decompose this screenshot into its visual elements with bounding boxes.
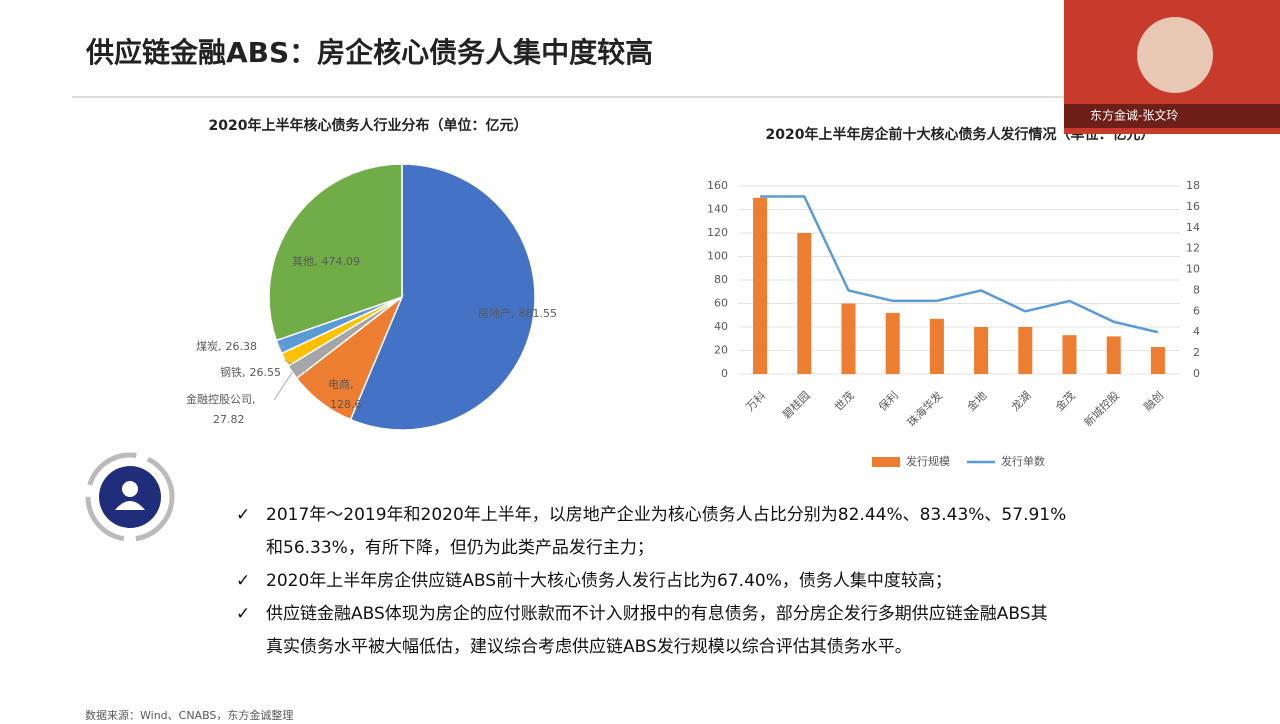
slice-label: 电商, [328,377,354,391]
y-tick-label: 120 [707,226,728,239]
bar [886,313,900,374]
x-tick-label: 金地 [964,388,989,413]
y-tick-label: 0 [721,367,728,380]
slice-category: 钢铁 [220,366,242,379]
bar [842,304,856,375]
check-mark: ✓ [236,571,250,591]
separator: , [511,307,515,320]
y-tick-label: 140 [707,203,728,216]
y2-tick-label: 2 [1193,346,1200,359]
y2-tick-label: 6 [1193,304,1200,317]
bar [1063,335,1077,374]
bar [753,198,767,374]
separator: , [252,393,256,406]
presenter-name: 东方金诚-张文玲 [1090,108,1178,123]
bar [1151,347,1165,374]
slice-label: 其他, 474.09 [292,255,360,268]
slice-category: 电商 [328,377,350,391]
slide-title: 供应链金融ABS：房企核心债务人集中度较高 [85,36,653,69]
slice-category: 其他 [292,255,314,268]
line [760,196,1158,332]
x-tick-label: 新城控股 [1081,388,1122,429]
y-tick-label: 20 [714,344,728,357]
slice-category: 金融控股公司 [186,392,252,406]
check-mark: ✓ [236,505,250,525]
bar [797,233,811,374]
slice-category: 煤炭 [196,340,218,353]
y2-tick-label: 8 [1193,283,1200,296]
y-tick-label: 100 [707,250,728,263]
y-tick-label: 160 [707,179,728,192]
slice-label: 金融控股公司, [186,392,256,406]
y2-tick-label: 12 [1186,242,1200,255]
pie-title: 2020年上半年核心债务人行业分布（单位：亿元） [209,117,528,134]
x-tick-label: 碧桂园 [779,388,812,421]
slice-label: 煤炭, 26.38 [196,340,257,353]
x-tick-label: 世茂 [831,388,856,413]
slice-value: 27.82 [213,413,245,426]
y2-tick-label: 0 [1193,367,1200,380]
x-tick-label: 融创 [1141,389,1166,414]
y2-tick-label: 14 [1186,221,1200,234]
y-tick-label: 80 [714,273,728,286]
separator: , [350,378,354,391]
slice-label: 钢铁, 26.55 [220,366,281,379]
bar [1107,336,1121,374]
slice-value: 881.55 [519,307,558,320]
separator: , [242,366,246,379]
y2-tick-label: 10 [1186,263,1200,276]
slice-value: 26.38 [226,340,258,353]
icon [88,455,172,539]
x-tick-label: 保利 [875,388,900,413]
bar [930,319,944,374]
source-note: 数据来源：Wind、CNABS，东方金诚整理 [85,708,293,720]
bar [1018,327,1032,374]
bullet-text: 供应链金融ABS体现为房企的应付账款而不计入财报中的有息债务，部分房企发行多期供… [266,604,1048,624]
legend-label: 发行规模 [906,454,950,468]
bullet-text: 和56.33%，有所下降，但仍为此类产品发行主力； [266,538,654,558]
legend-label: 发行单数 [1001,454,1045,468]
slice-category: 房地产 [478,306,511,320]
y2-tick-label: 16 [1186,200,1200,213]
y2-tick-label: 4 [1193,325,1200,338]
y2-tick-label: 18 [1186,179,1200,192]
webcam-overlay: 东方金诚-张文玲 [1064,0,1280,134]
x-tick-label: 万科 [743,388,768,413]
y-tick-label: 60 [714,297,728,310]
bullet-text: 2017年～2019年和2020年上半年，以房地产企业为核心债务人占比分别为82… [266,505,1066,525]
separator: , [218,340,222,353]
legend-swatch [872,457,900,467]
bullet-text: 2020年上半年房企供应链ABS前十大核心债务人发行占比为67.40%，债务人集… [266,571,952,591]
x-tick-label: 龙湖 [1009,389,1034,414]
bar [974,327,988,374]
bullet-text: 真实债务水平被大幅低估，建议综合考虑供应链ABS发行规模以综合评估其债务水平。 [266,637,912,657]
x-tick-label: 珠海华发 [904,388,945,429]
y-tick-label: 40 [714,320,728,333]
slice-value: 128.6 [330,398,362,411]
x-tick-label: 金茂 [1052,388,1077,413]
check-mark: ✓ [236,604,250,624]
separator: , [314,255,318,268]
slice-value: 26.55 [250,366,282,379]
slice-value: 474.09 [322,255,361,268]
